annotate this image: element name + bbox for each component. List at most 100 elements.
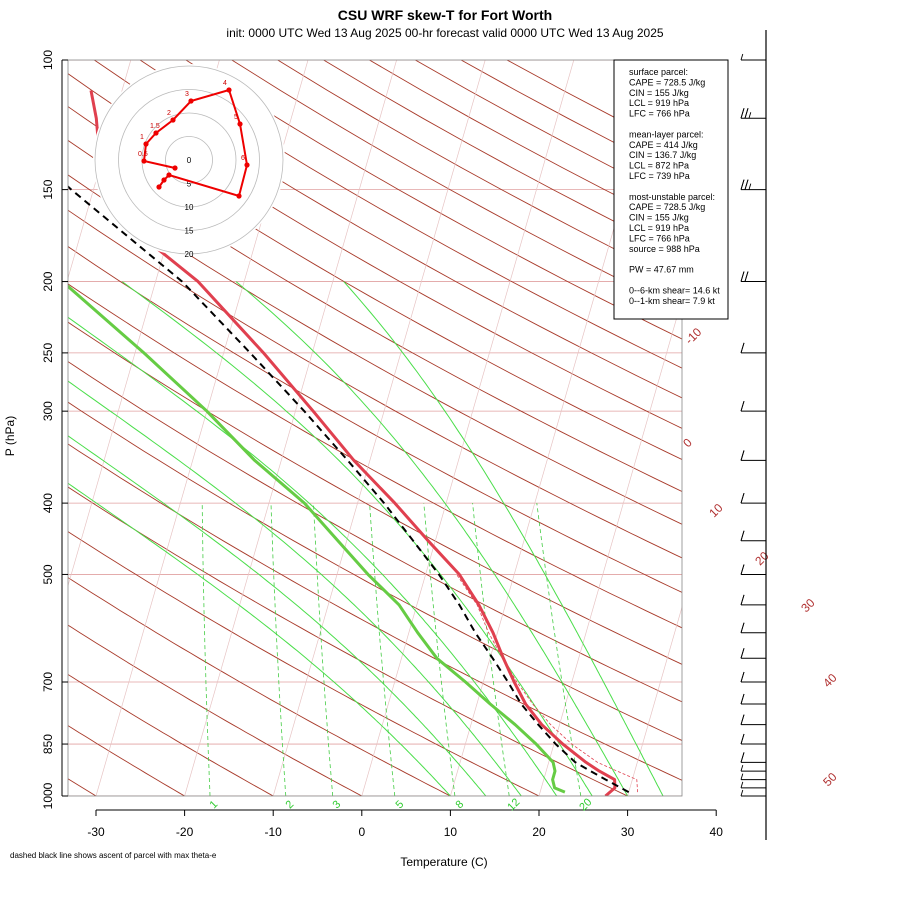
index-line: source = 988 hPa — [629, 244, 700, 254]
wind-barb-flag — [740, 714, 745, 725]
hodograph-point-label: 1 — [140, 134, 144, 141]
y-tick-label: 200 — [41, 271, 55, 291]
wind-barb-flag — [740, 622, 745, 633]
moist-adiabat — [68, 380, 522, 796]
index-line: LCL = 919 hPa — [629, 223, 689, 233]
wind-barb-flag — [740, 564, 745, 575]
dry-adiabat — [68, 673, 274, 796]
mixing-ratio-line — [201, 503, 211, 796]
moist-adiabat — [68, 316, 558, 796]
hodograph-point-label: 6 — [241, 155, 245, 162]
dry-adiabat — [68, 106, 682, 461]
index-line: surface parcel: — [629, 67, 688, 77]
hodograph-point — [172, 165, 178, 171]
y-axis-ticks: 100 150 200 250 300 400 500 700 850 1000 — [41, 50, 68, 809]
isotherm-line — [184, 60, 397, 796]
isotherm-line — [68, 60, 132, 280]
mixing-ratio-label: 1 — [207, 798, 220, 811]
y-tick-label: 250 — [41, 343, 55, 363]
dry-adiabat — [68, 73, 682, 429]
isotherm-line — [716, 60, 900, 796]
mixing-ratio-line — [536, 503, 582, 796]
hodograph-ring — [165, 136, 213, 184]
indices-frame — [613, 59, 729, 320]
dry-adiabat — [68, 283, 682, 629]
isotherm-line — [538, 298, 682, 796]
plot-area — [68, 60, 900, 796]
index-line: CIN = 155 J/kg — [629, 88, 689, 98]
mixing-ratio-line — [369, 503, 396, 796]
hodograph-ring — [94, 65, 284, 255]
index-line: 0--1-km shear= 7.9 kt — [629, 296, 715, 306]
mixing-ratio-label: 5 — [393, 798, 406, 811]
dry-adiabat — [277, 60, 682, 284]
wind-barb-flag — [740, 530, 745, 541]
isotherm-label: 10 — [706, 501, 726, 521]
series-dewpoint-line — [68, 284, 566, 794]
isotherm-label: 40 — [820, 671, 840, 691]
wind-barb-flag — [740, 752, 745, 763]
moist-adiabat — [68, 482, 451, 796]
dry-adiabat — [68, 246, 682, 593]
hodograph-ring — [118, 89, 260, 231]
y-axis-label: P (hPa) — [3, 416, 17, 456]
hodograph-point — [226, 87, 232, 93]
y-tick-label: 100 — [41, 50, 55, 70]
hodograph-point — [170, 117, 176, 123]
hodograph-point — [143, 141, 149, 147]
index-line: LFC = 739 hPa — [629, 171, 690, 181]
hodograph-point-label: 5 — [234, 114, 238, 121]
y-tick-label: 1000 — [41, 782, 55, 809]
y-tick-label: 500 — [41, 564, 55, 584]
isotherm-labels: -10 0 10 20 30 40 50 — [680, 325, 840, 789]
wind-barb-flag — [740, 781, 744, 789]
hodograph-point-label: 2 — [167, 110, 171, 117]
mixing-ratio-label: 12 — [505, 796, 522, 813]
moist-adiabats — [68, 281, 664, 796]
x-tick-label: -30 — [87, 825, 105, 839]
sounding-traces — [68, 90, 638, 796]
mixing-ratio-line — [313, 503, 334, 796]
dry-adiabat — [68, 139, 682, 492]
plot-frame — [67, 59, 683, 797]
series-temperature-line — [89, 90, 617, 796]
moist-adiabat — [68, 435, 487, 796]
index-line: CAPE = 414 J/kg — [629, 140, 698, 150]
wind-barb-flag — [744, 108, 749, 119]
wind-barb-flag — [740, 671, 745, 683]
isotherm-label: 30 — [798, 596, 818, 616]
dry-adiabat — [231, 60, 682, 312]
moist-adiabat — [235, 281, 629, 796]
x-tick-label: 30 — [621, 825, 635, 839]
isotherm-line — [627, 605, 682, 796]
mixing-ratio-line — [472, 503, 510, 796]
mixing-ratio-line — [270, 503, 287, 796]
y-tick-label: 700 — [41, 672, 55, 692]
index-line: CIN = 155 J/kg — [629, 213, 689, 223]
hodograph-ring-label: 5 — [187, 180, 192, 189]
mixing-ratio-line — [423, 503, 456, 796]
wind-barb-flag — [748, 183, 752, 190]
series-virtual-line — [456, 574, 638, 793]
hodograph-point — [188, 98, 194, 104]
wind-barb-flag — [740, 693, 745, 705]
y-tick-label: 150 — [41, 179, 55, 199]
mixing-ratio-label: 8 — [453, 798, 466, 811]
hodograph-point — [244, 162, 250, 168]
wind-barb-flag — [740, 108, 745, 119]
moist-adiabat — [121, 281, 593, 796]
dry-adiabat — [139, 60, 682, 369]
wind-barb-flag — [740, 271, 745, 282]
hodograph-point — [153, 130, 159, 136]
series-parcel-line — [68, 185, 630, 793]
wind-barb-flag — [740, 773, 744, 780]
wind-barb-flag — [740, 53, 744, 61]
x-tick-label: -20 — [176, 825, 194, 839]
dry-adiabat — [68, 209, 682, 559]
dry-adiabat — [68, 321, 682, 665]
x-tick-label: 0 — [358, 825, 365, 839]
index-line: CAPE = 728.5 J/kg — [629, 202, 705, 212]
chart-title: CSU WRF skew-T for Fort Worth — [338, 7, 552, 23]
